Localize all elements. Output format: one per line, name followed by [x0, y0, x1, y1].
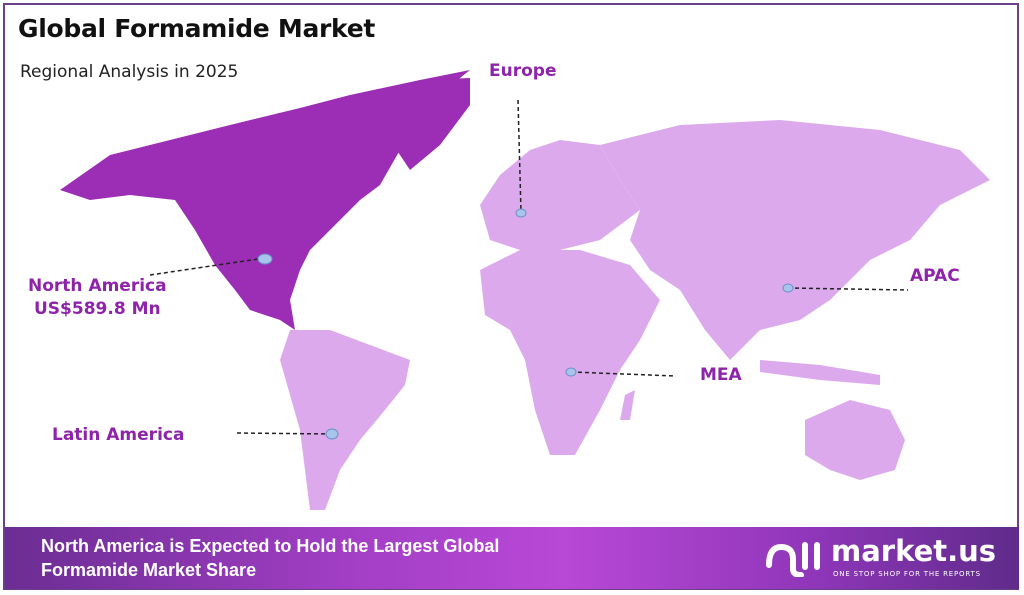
footer-banner: North America is Expected to Hold the La… [5, 527, 1019, 589]
logo-text: market.us ONE STOP SHOP FOR THE REPORTS [831, 533, 996, 579]
frame [3, 3, 1019, 590]
marker-apac [782, 283, 794, 293]
logo-name: market.us [831, 534, 997, 568]
label-europe: Europe [489, 61, 557, 81]
banner-line-1: North America is Expected to Hold the La… [41, 536, 500, 556]
market-us-logo-icon [766, 542, 820, 577]
region-australia [805, 400, 905, 480]
page-title: Global Formamide Market [18, 14, 376, 43]
market-us-logo: market.us ONE STOP SHOP FOR THE REPORTS [763, 533, 996, 579]
region-greenland [370, 78, 470, 170]
region-madagascar [620, 390, 635, 420]
region-apac [600, 120, 990, 360]
leader-lines [149, 99, 909, 435]
marker-europe [515, 208, 527, 218]
banner-text: North America is Expected to Hold the La… [41, 534, 721, 582]
page-subtitle: Regional Analysis in 2025 [20, 62, 239, 82]
label-north-america: North America US$589.8 Mn [28, 275, 167, 321]
logo-tagline: ONE STOP SHOP FOR THE REPORTS [833, 570, 981, 578]
region-indonesia [760, 360, 880, 385]
marker-mea [565, 367, 577, 377]
region-mea [480, 250, 660, 455]
label-apac: APAC [910, 266, 960, 286]
label-mea: MEA [700, 365, 742, 385]
marker-north-america [257, 253, 273, 265]
region-north-america [60, 70, 470, 330]
marker-latin-america [325, 428, 339, 440]
label-latin-america: Latin America [52, 425, 185, 445]
region-name: North America [28, 276, 167, 296]
region-europe [480, 140, 640, 250]
banner-line-2: Formamide Market Share [41, 560, 257, 580]
region-latin-america [280, 330, 410, 510]
region-value: US$589.8 Mn [34, 299, 161, 319]
